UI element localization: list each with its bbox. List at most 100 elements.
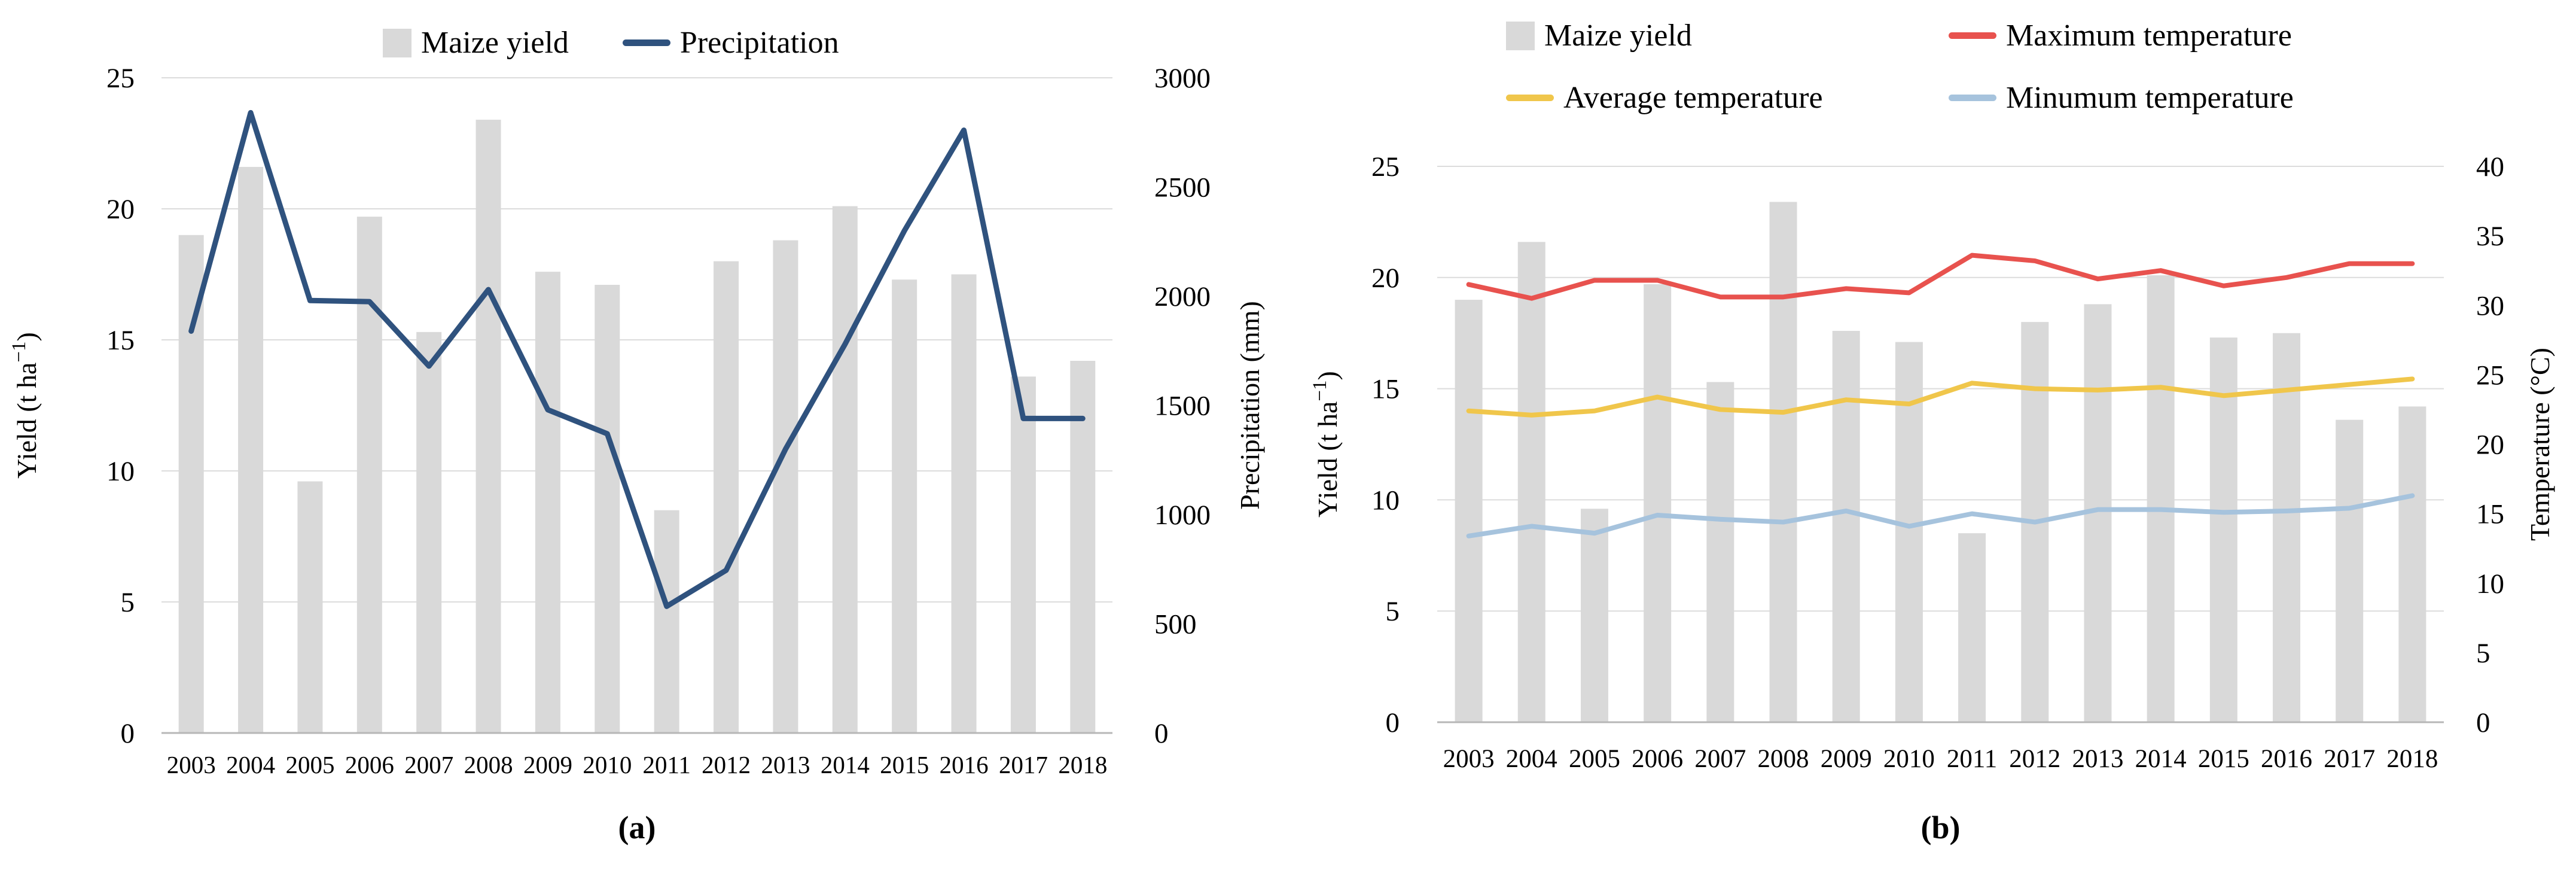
maximum-temperature-legend-marker xyxy=(1949,32,1996,39)
legend-item-maize-yield: Maize yield xyxy=(1506,18,1949,54)
x-axis-tick-2014: 2014 xyxy=(2135,745,2187,773)
legend-label: Maize yield xyxy=(1544,19,1692,53)
right-axis-tick: 30 xyxy=(2476,290,2504,321)
bar-2016 xyxy=(951,274,977,733)
x-axis-tick-2006: 2006 xyxy=(345,751,394,778)
x-axis-tick-2012: 2012 xyxy=(702,751,751,778)
bar-2009 xyxy=(535,272,560,733)
legend-label: Average temperature xyxy=(1563,80,1823,115)
bar-2016 xyxy=(2273,333,2301,722)
bar-2004 xyxy=(1517,242,1545,722)
bar-2017 xyxy=(2336,419,2364,722)
left-axis-tick: 25 xyxy=(1371,151,1400,182)
chart-a-svg: 0 5 10 15 20 25 0 500 1000 1500 2000 2500 3000 2003 20… xyxy=(8,63,1265,778)
bar-2014 xyxy=(832,206,858,733)
x-axis-tick-2018: 2018 xyxy=(2386,745,2438,773)
x-axis-tick-2005: 2005 xyxy=(285,751,334,778)
bar-2007 xyxy=(416,331,442,733)
right-axis-title: Temperature (°C) xyxy=(2525,348,2555,541)
x-axis-tick-2008: 2008 xyxy=(464,751,513,778)
x-axis-tick-2008: 2008 xyxy=(1758,745,1809,773)
left-axis-tick: 25 xyxy=(106,63,135,94)
legend-item-maize-yield: Maize yield xyxy=(383,25,569,61)
legend-label: Maximum temperature xyxy=(2006,19,2292,53)
panel-b: 0 5 10 15 20 25 0 5 10 15 20 25 30 35 40 2003 2004 2005 20… xyxy=(1286,0,2576,870)
legend-label: Precipitation xyxy=(679,26,839,60)
x-axis-tick-2003: 2003 xyxy=(1443,745,1495,773)
x-axis-tick-2005: 2005 xyxy=(1569,745,1620,773)
left-axis-tick: 15 xyxy=(106,325,135,356)
x-axis-tick-2012: 2012 xyxy=(2009,745,2060,773)
legend-item-maximum-temperature: Maximum temperature xyxy=(1949,18,2294,54)
bar-2009 xyxy=(1832,330,1860,722)
right-axis-tick: 0 xyxy=(2476,707,2490,738)
precipitation-legend-marker xyxy=(622,39,670,47)
left-axis-tick: 5 xyxy=(1386,596,1400,627)
x-axis-tick-2007: 2007 xyxy=(404,751,453,778)
panel-label-a: (a) xyxy=(618,810,656,845)
right-axis-tick: 5 xyxy=(2476,638,2490,669)
left-axis-tick: 10 xyxy=(1371,485,1400,516)
x-axis-tick-2013: 2013 xyxy=(761,751,810,778)
bar-2013 xyxy=(773,240,798,733)
x-axis-tick-2004: 2004 xyxy=(1506,745,1557,773)
bar-2003 xyxy=(178,235,204,733)
right-axis-tick: 3000 xyxy=(1154,63,1211,94)
x-axis-tick-2015: 2015 xyxy=(880,751,929,778)
legend-b: Maize yield Maximum temperature Average te… xyxy=(1506,18,2294,116)
x-axis-tick-2006: 2006 xyxy=(1632,745,1683,773)
right-axis-tick: 0 xyxy=(1154,718,1169,749)
bar-2012 xyxy=(714,261,739,734)
bar-2010 xyxy=(595,285,620,733)
right-axis-tick: 2000 xyxy=(1154,281,1211,312)
bar-2005 xyxy=(297,481,323,733)
chart-b-svg: 0 5 10 15 20 25 0 5 10 15 20 25 30 35 40 2003 2004 2005 20… xyxy=(1309,151,2555,773)
legend-item-average-temperature: Average temperature xyxy=(1506,80,1949,116)
x-axis-tick-2017: 2017 xyxy=(2324,745,2375,773)
left-axis-tick: 20 xyxy=(106,194,135,225)
right-axis-tick: 500 xyxy=(1154,609,1197,640)
x-axis-tick-2009: 2009 xyxy=(1821,745,1872,773)
bar-2008 xyxy=(475,120,501,734)
legend-label: Maize yield xyxy=(421,26,569,60)
bar-2008 xyxy=(1769,202,1797,722)
right-axis-title: Precipitation (mm) xyxy=(1234,301,1265,510)
bar-2015 xyxy=(2209,337,2237,722)
left-axis-tick: 5 xyxy=(121,587,135,618)
right-axis-tick: 2500 xyxy=(1154,172,1211,203)
x-axis-tick-2010: 2010 xyxy=(583,751,632,778)
maximum-temperature-line xyxy=(1466,253,2415,301)
x-axis-tick-2014: 2014 xyxy=(821,751,870,778)
left-axis-tick: 10 xyxy=(106,456,135,487)
left-axis-tick: 15 xyxy=(1371,374,1400,405)
left-axis-title: Yield (t ha−1) xyxy=(8,332,42,479)
bar-2014 xyxy=(2147,275,2175,723)
right-axis-tick: 25 xyxy=(2476,360,2504,391)
x-axis-tick-2013: 2013 xyxy=(2072,745,2123,773)
x-axis-tick-2018: 2018 xyxy=(1058,751,1107,778)
bar-2006 xyxy=(1644,284,1672,722)
bar-2011 xyxy=(1958,533,1986,722)
x-axis-tick-2016: 2016 xyxy=(940,751,989,778)
bar-2004 xyxy=(238,166,264,733)
average-temperature-line xyxy=(1466,376,2415,418)
maize-yield-legend-marker xyxy=(383,28,411,57)
legend-item-minumum-temperature: Minumum temperature xyxy=(1949,80,2294,116)
left-axis-title: Yield (t ha−1) xyxy=(1309,371,1343,518)
bar-2011 xyxy=(654,510,679,733)
x-axis-tick-2007: 2007 xyxy=(1694,745,1746,773)
right-axis-tick: 1500 xyxy=(1154,391,1211,422)
bar-2015 xyxy=(892,279,917,733)
precipitation-line xyxy=(188,109,1086,609)
x-axis-tick-2004: 2004 xyxy=(226,751,275,778)
bar-2018 xyxy=(2398,406,2426,722)
minumum-temperature-legend-marker xyxy=(1949,95,1996,102)
x-axis-tick-2011: 2011 xyxy=(642,751,690,778)
right-axis-tick: 20 xyxy=(2476,430,2504,461)
bar-2003 xyxy=(1455,299,1483,723)
x-axis-tick-2009: 2009 xyxy=(523,751,572,778)
right-axis-tick: 10 xyxy=(2476,568,2504,600)
bar-2005 xyxy=(1580,509,1608,722)
x-axis-tick-2011: 2011 xyxy=(1947,745,1997,773)
